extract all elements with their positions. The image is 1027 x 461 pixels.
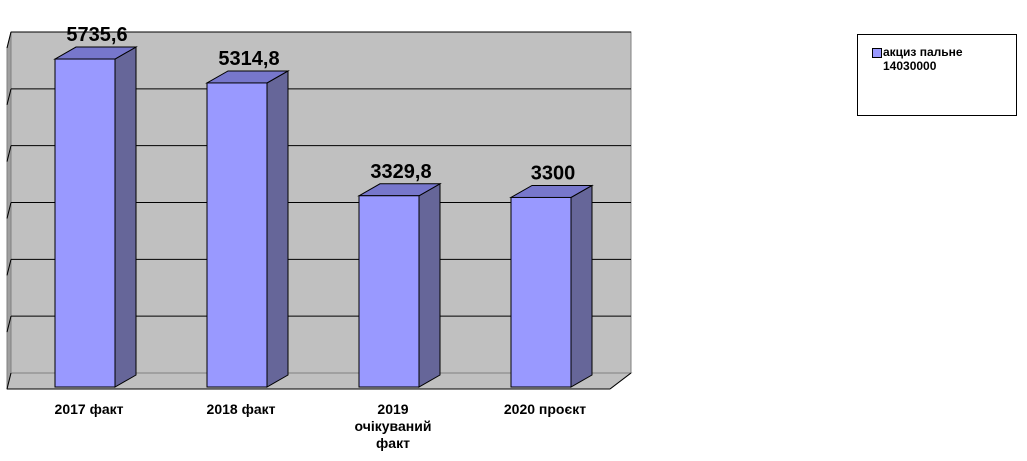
- chart-legend: акциз пальне 14030000: [857, 34, 1017, 116]
- chart-data-labels: 5735,6 5314,8 3329,8 3300: [66, 24, 575, 184]
- category-label-1: 2017 факт: [55, 401, 124, 417]
- bar-4: [509, 184, 594, 388]
- data-label-4: 3300: [531, 162, 576, 184]
- category-label-3: 2019: [377, 401, 408, 417]
- chart-bars: [53, 46, 594, 388]
- gridline-side: [6, 88, 12, 105]
- data-label-3: 3329,8: [370, 161, 431, 183]
- bar-front: [510, 196, 572, 388]
- legend-label-line-1: акциз пальне: [883, 45, 963, 59]
- gridline-side: [6, 316, 12, 333]
- gridline-side: [6, 259, 12, 276]
- bar-1: [53, 46, 138, 388]
- floor-left-edge: [6, 372, 12, 390]
- bar-side: [266, 70, 289, 388]
- category-label-2: 2018 факт: [207, 401, 276, 417]
- legend-swatch: [872, 48, 882, 58]
- bar-front: [206, 82, 268, 388]
- gridline-side: [6, 202, 12, 219]
- category-label-4: 2020 проєкт: [504, 401, 586, 417]
- bar-side: [570, 184, 593, 388]
- category-label-3: факт: [376, 435, 410, 451]
- bar-front: [54, 58, 116, 388]
- gridline-side: [6, 31, 12, 49]
- bar-2: [205, 70, 290, 388]
- data-label-1: 5735,6: [66, 24, 127, 46]
- legend-label-line-2: 14030000: [883, 59, 937, 73]
- category-label-3: очікуваний: [355, 418, 432, 434]
- floor-right-edge: [609, 372, 632, 390]
- bar-side: [114, 46, 137, 388]
- bar-side: [418, 182, 441, 388]
- gridline-side: [6, 145, 12, 162]
- bar-3: [357, 182, 442, 388]
- bar-front: [358, 195, 420, 388]
- data-label-2: 5314,8: [218, 48, 279, 70]
